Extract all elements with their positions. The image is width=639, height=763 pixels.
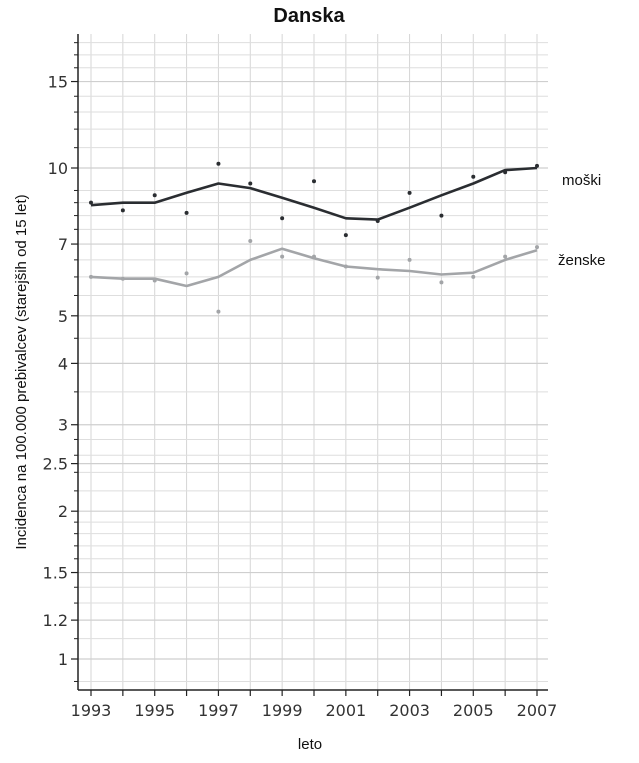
data-point-zenske [216, 309, 221, 314]
series [89, 161, 539, 314]
data-point-moski [89, 200, 93, 205]
x-tick-label: 2005 [453, 701, 494, 720]
data-point-moski [503, 170, 508, 175]
series-line-moski [90, 166, 538, 221]
data-point-zenske [89, 274, 93, 279]
y-tick-label: 1.5 [43, 564, 68, 583]
y-tick-label: 1.2 [43, 611, 68, 630]
data-point-moski [343, 233, 348, 238]
data-point-zenske [471, 274, 476, 279]
y-tick-label: 15 [48, 73, 68, 92]
y-tick-label: 3 [58, 416, 68, 435]
series-label-zenske: ženske [558, 252, 606, 269]
data-point-moski [120, 208, 125, 213]
data-point-moski [312, 179, 316, 184]
y-tick-label: 5 [58, 307, 68, 326]
x-tick-label: 1993 [71, 701, 112, 720]
y-tick-label: 7 [58, 235, 68, 254]
data-point-moski [407, 190, 412, 195]
axes: 1 1.2 1.5 2 2.5 3 4 5 7 10 15 1993 1995 1997 1999 2001 2… [43, 34, 558, 720]
y-axis-label: Incidenca na 100.000 prebivalcev (starej… [13, 194, 30, 549]
data-point-zenske [152, 278, 157, 283]
gridlines [78, 34, 548, 690]
series-label-moski: moški [562, 172, 601, 189]
x-tick-label: 2003 [389, 701, 430, 720]
data-point-zenske [503, 254, 508, 259]
data-point-zenske [535, 245, 539, 250]
data-point-zenske [375, 275, 380, 280]
y-tick-label: 1 [58, 650, 68, 669]
data-point-zenske [120, 276, 125, 281]
data-point-moski [439, 213, 444, 218]
data-point-moski [248, 181, 253, 186]
data-point-zenske [439, 280, 444, 285]
data-point-zenske [248, 239, 253, 244]
data-point-moski [471, 174, 476, 179]
data-point-zenske [407, 257, 412, 262]
data-point-moski [375, 218, 380, 223]
y-tick-label: 10 [48, 159, 68, 178]
data-point-zenske [184, 271, 189, 276]
y-tick-label: 2 [58, 502, 68, 521]
x-tick-label: 2007 [517, 701, 558, 720]
data-point-moski [184, 210, 189, 215]
y-tick-label: 4 [58, 354, 68, 373]
data-point-moski [535, 163, 539, 168]
chart-title: Danska [273, 5, 345, 27]
data-point-moski [280, 216, 285, 221]
y-tick-label: 2.5 [43, 455, 68, 474]
x-tick-label: 1997 [198, 701, 239, 720]
x-tick-label: 1999 [262, 701, 303, 720]
data-point-zenske [343, 264, 348, 269]
data-point-moski [216, 161, 221, 166]
data-point-moski [152, 193, 157, 198]
data-point-zenske [280, 254, 285, 259]
x-tick-label: 1995 [134, 701, 175, 720]
data-point-zenske [312, 254, 316, 259]
x-axis-label: leto [298, 736, 322, 753]
x-tick-label: 2001 [325, 701, 366, 720]
